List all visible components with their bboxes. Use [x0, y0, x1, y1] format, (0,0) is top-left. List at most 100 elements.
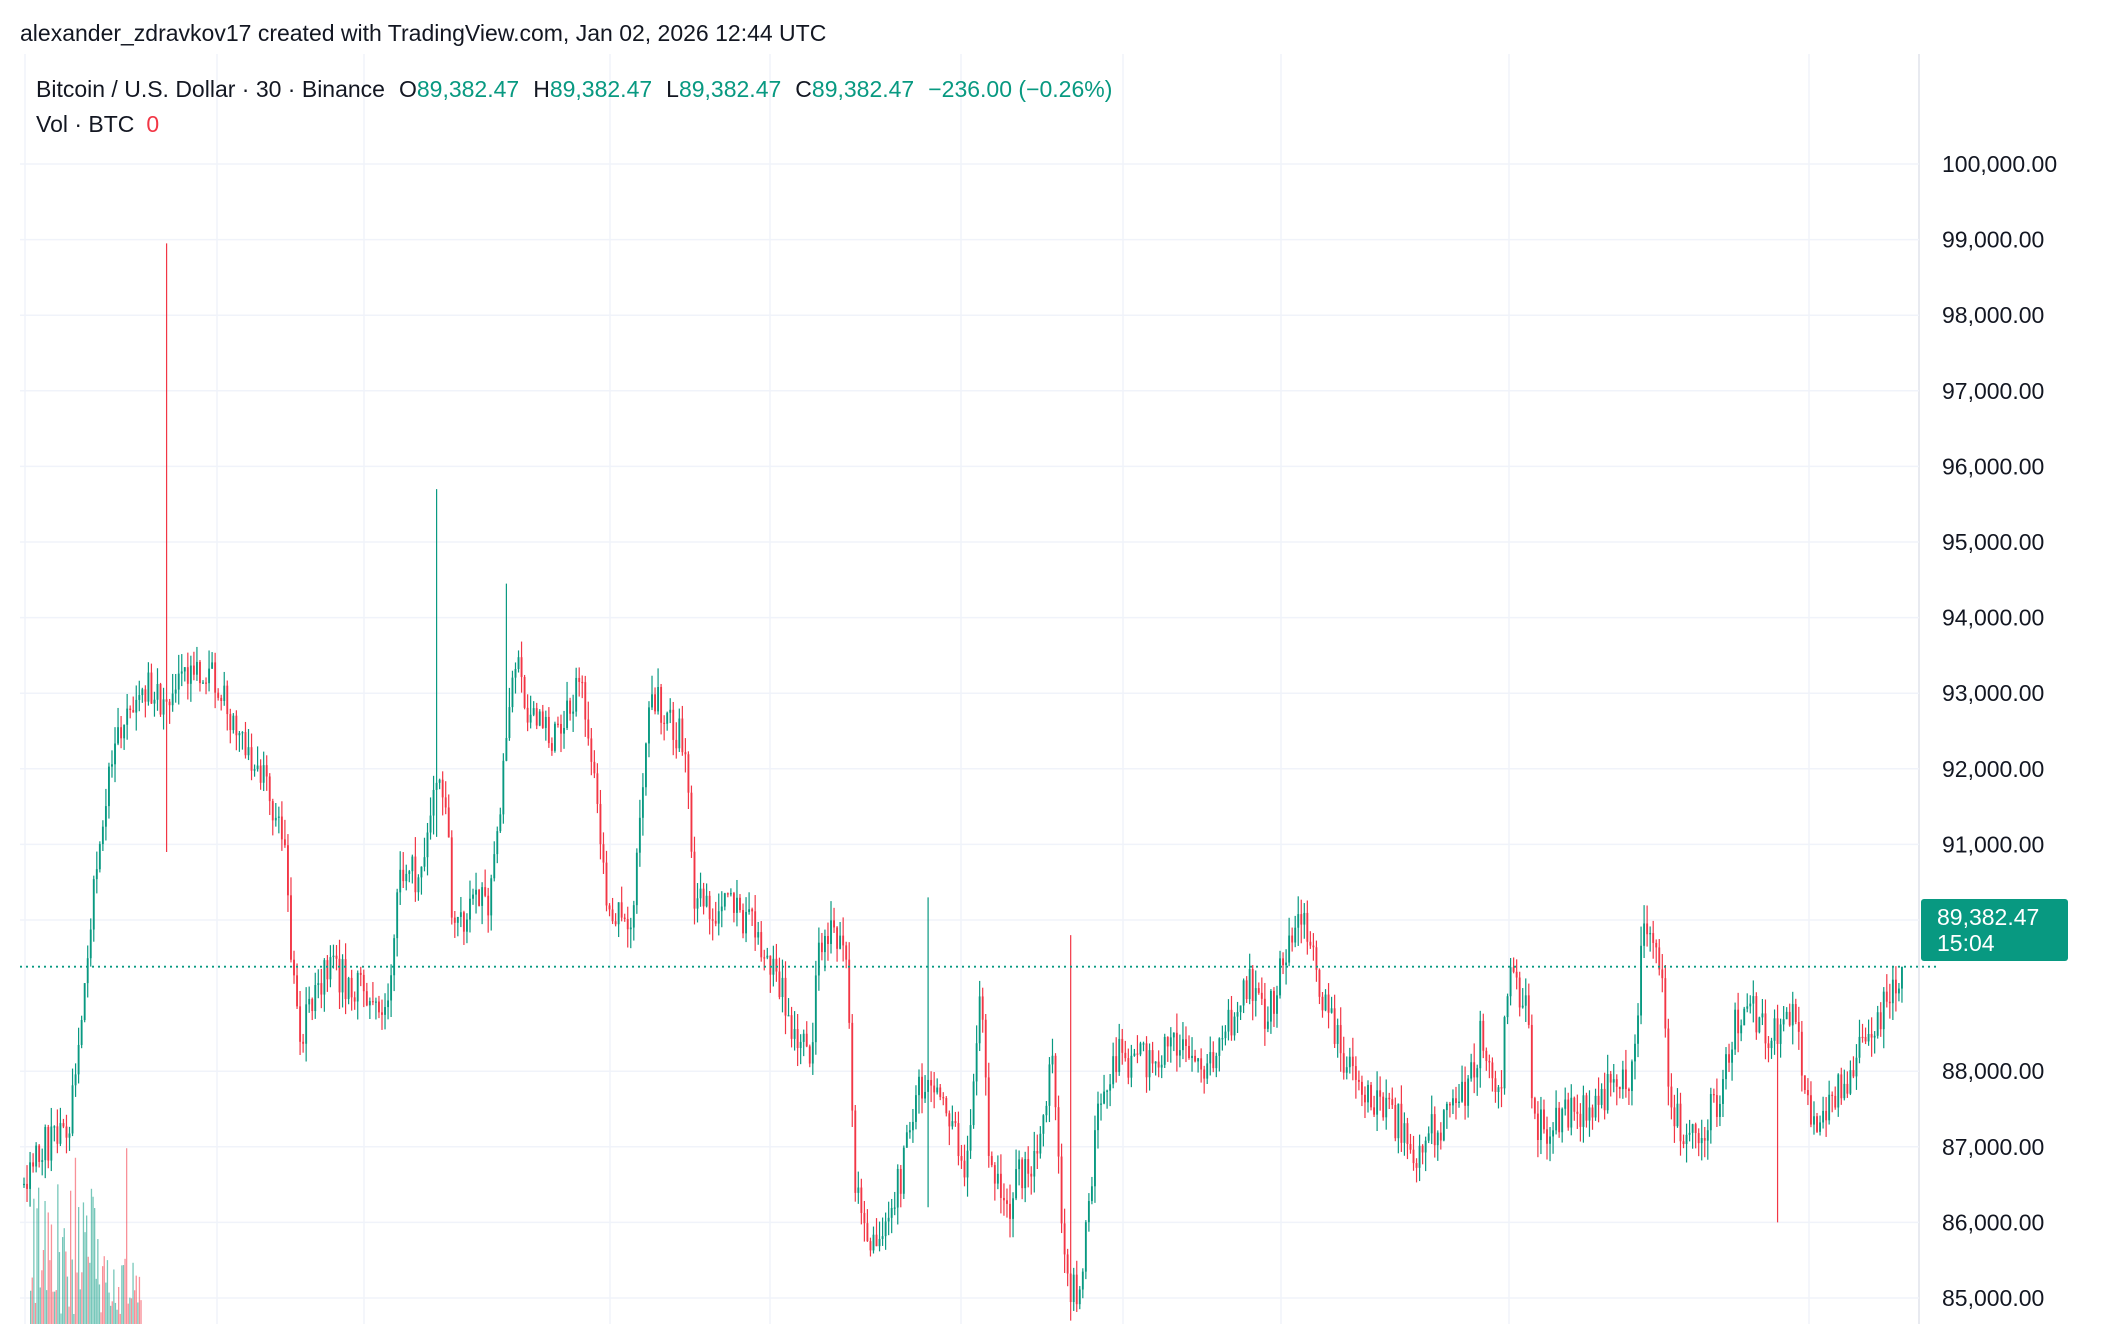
candle-body — [660, 687, 663, 723]
candle-body — [1533, 1098, 1536, 1114]
candle-body — [311, 998, 314, 1012]
candle-body — [38, 1145, 41, 1162]
candle-body — [1424, 1140, 1427, 1153]
candle-body — [1266, 1021, 1269, 1029]
candle-body — [1888, 1001, 1891, 1004]
candle-body — [290, 895, 292, 960]
candle-body — [484, 887, 487, 896]
y-axis-tick-label: 94,000.00 — [1942, 605, 2044, 631]
candle-body — [827, 935, 829, 944]
candle-body — [520, 657, 523, 678]
candle-body — [205, 682, 207, 684]
high-value: 89,382.47 — [549, 76, 653, 102]
candle-body — [159, 684, 162, 715]
candle-body — [678, 718, 681, 749]
candle-body — [101, 826, 104, 845]
candle-body — [450, 837, 453, 918]
candle-body — [544, 716, 547, 728]
candle-body — [984, 1019, 987, 1078]
candle-body — [241, 732, 244, 734]
candle-body — [371, 1001, 374, 1003]
candle-body — [123, 724, 126, 739]
candle-body — [1834, 1095, 1837, 1108]
candle-body — [396, 892, 399, 939]
candle-body — [108, 766, 110, 807]
candle-body — [1855, 1057, 1858, 1077]
candle-body — [523, 677, 526, 708]
volume-label[interactable]: Vol · BTC — [36, 111, 135, 137]
candle-body — [717, 911, 720, 924]
candle-body — [1828, 1094, 1831, 1121]
volume-bar — [65, 1251, 67, 1324]
candle-body — [499, 814, 502, 832]
candle-body — [1582, 1095, 1585, 1127]
candle-body — [126, 708, 129, 725]
y-axis-tick-label: 97,000.00 — [1942, 378, 2044, 404]
candle-body — [817, 942, 820, 976]
candle-body — [538, 711, 541, 726]
candle-body — [1631, 1061, 1633, 1092]
candle-body — [1885, 991, 1888, 1002]
volume-bar — [138, 1276, 141, 1324]
candle-body — [1166, 1036, 1169, 1047]
volume-bar — [36, 1208, 38, 1324]
volume-bar — [87, 1256, 89, 1324]
candle-body — [1127, 1058, 1130, 1078]
candle-body — [135, 699, 138, 713]
candle-body — [802, 1033, 805, 1042]
low-label: L — [666, 76, 679, 102]
candle-body — [1263, 998, 1266, 1029]
candle-body — [839, 935, 842, 949]
chart-pane[interactable]: 100,000.00 99,000.00 98,000.00 97,000.00 96,… — [20, 54, 2088, 1324]
candle-body — [1609, 1074, 1612, 1083]
candle-body — [1509, 967, 1512, 997]
candle-body — [1870, 1033, 1873, 1038]
candle-body — [1057, 1107, 1060, 1157]
candle-body — [1227, 1009, 1230, 1032]
candle-body — [287, 845, 289, 896]
candle-body — [1185, 1039, 1187, 1046]
candle-body — [1737, 1009, 1740, 1034]
candle-body — [347, 977, 350, 1000]
symbol-description[interactable]: Bitcoin / U.S. Dollar · 30 · Binance — [36, 76, 385, 102]
candle-body — [1106, 1090, 1109, 1092]
candle-body — [332, 955, 335, 958]
close-value: 89,382.47 — [811, 76, 915, 102]
candle-body — [1012, 1198, 1014, 1219]
candle-body — [1682, 1141, 1685, 1145]
volume-bar — [78, 1207, 80, 1324]
candle-body — [459, 912, 462, 917]
ohlc-legend: Bitcoin / U.S. Dollar · 30 · Binance O 89,… — [36, 76, 1112, 103]
candle-body — [1245, 980, 1248, 1000]
candle-body — [939, 1087, 942, 1098]
candle-body — [1397, 1103, 1400, 1139]
candle-body — [1867, 1033, 1870, 1042]
candle-body — [1455, 1098, 1457, 1103]
candle-body — [705, 895, 708, 907]
candle-body — [1033, 1151, 1036, 1177]
candlestick-chart[interactable]: 100,000.00 99,000.00 98,000.00 97,000.00 96,… — [20, 54, 2088, 1324]
volume-bar — [124, 1258, 126, 1324]
candle-body — [1421, 1145, 1424, 1153]
candle-body — [211, 662, 214, 669]
candle-body — [393, 938, 396, 976]
volume-bar — [68, 1306, 70, 1324]
candle-body — [1567, 1099, 1570, 1128]
candle-body — [1873, 1035, 1876, 1038]
volume-bar — [54, 1291, 56, 1324]
candle-body — [1764, 1013, 1767, 1044]
candle-body — [478, 889, 481, 906]
candle-body — [1521, 1005, 1524, 1008]
candle-body — [1157, 1061, 1160, 1068]
candle-body — [132, 709, 135, 713]
candle-body — [1312, 945, 1315, 948]
volume-bar — [44, 1200, 46, 1324]
candle-body — [365, 991, 368, 1006]
candle-body — [426, 832, 429, 858]
candle-body — [1215, 1055, 1218, 1069]
candle-body — [1597, 1095, 1600, 1105]
volume-bar — [90, 1188, 93, 1324]
candle-body — [1731, 1049, 1734, 1063]
open-label: O — [398, 76, 417, 102]
candle-body — [657, 687, 660, 712]
